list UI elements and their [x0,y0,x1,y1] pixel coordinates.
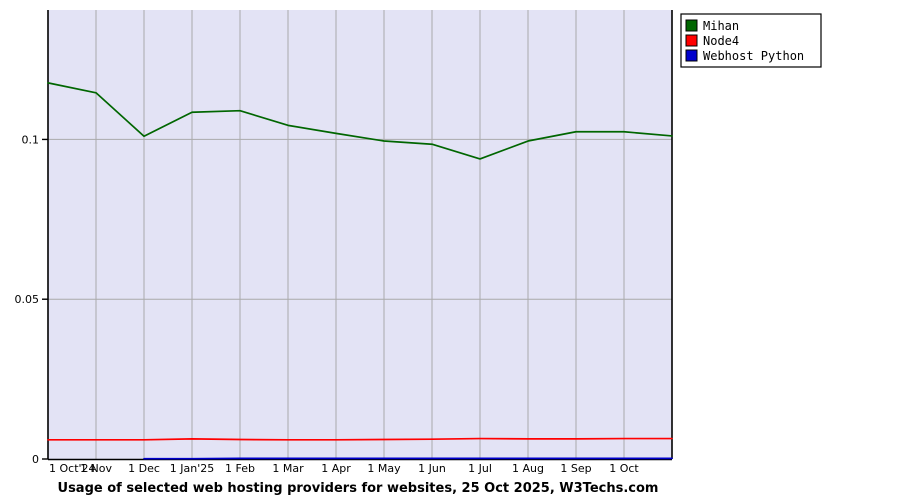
y-tick-label: 0 [32,453,39,466]
x-tick-label: 1 Mar [272,462,304,475]
x-tick-label: 1 Apr [321,462,351,475]
legend-swatch-webhost-python [685,49,698,62]
legend-swatch-mihan [685,19,698,32]
x-tick-label: 1 Sep [560,462,591,475]
chart-caption: Usage of selected web hosting providers … [58,481,659,496]
legend-label-webhost-python: Webhost Python [703,49,804,63]
y-tick-label: 0.1 [22,133,40,146]
x-axis: 1 Oct'241 Nov 1 Dec 1 Jan'25 1 Feb 1 Mar 1 Ap… [49,462,639,475]
y-axis: 0 0.05 0.1 [15,133,48,466]
gridlines [48,10,672,459]
x-tick-label: 1 Jul [468,462,492,475]
x-tick-label: 1 Jan'25 [170,462,214,475]
series-line-node4 [47,437,673,441]
series-line-mihan [47,82,673,160]
data-series-group [47,82,673,460]
legend-box [680,13,822,68]
x-tick-label: 1 Oct'24 [49,462,96,475]
x-tick-label: 1 Aug [512,462,544,475]
x-tick-label: 1 Oct [609,462,639,475]
legend-label-mihan: Mihan [703,19,739,33]
x-tick-label: 1 Jun [418,462,446,475]
x-tick-label: 1 Dec [128,462,160,475]
x-tick-label: 1 May [367,462,401,475]
y-tick-label: 0.05 [15,293,40,306]
x-tick-label: 1 Nov [80,462,112,475]
legend-label-node4: Node4 [703,34,739,48]
plot-background [48,10,672,459]
x-tick-label: 1 Feb [225,462,255,475]
legend-swatch-node4 [685,34,698,47]
